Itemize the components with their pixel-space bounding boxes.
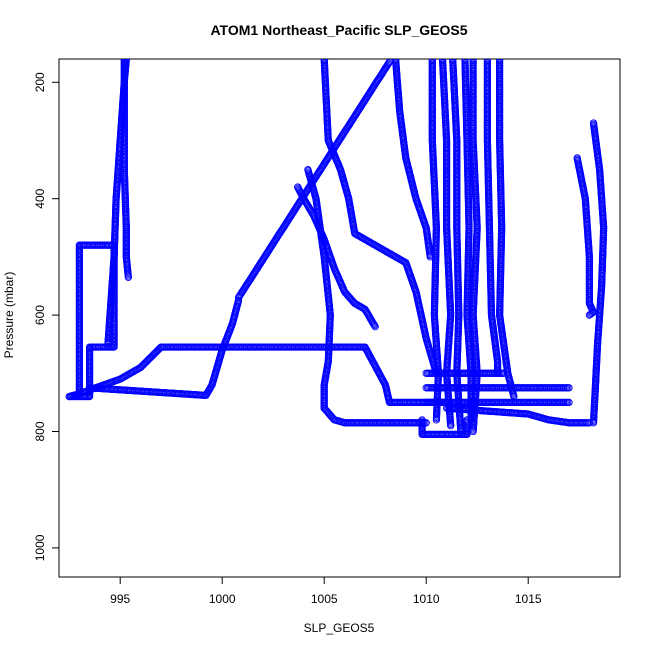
series-4: [75, 343, 451, 407]
series-5: [85, 296, 243, 400]
y-tick-label: 1000: [33, 534, 47, 561]
y-tick-label: 200: [33, 72, 47, 92]
data-point: [463, 416, 471, 424]
series-1: [65, 241, 118, 401]
data-point: [370, 320, 378, 329]
y-tick-label: 800: [33, 421, 47, 441]
data-point: [65, 392, 73, 401]
chart-title: ATOM1 Northeast_Pacific SLP_GEOS5: [210, 22, 467, 38]
data-point: [432, 416, 441, 424]
x-tick-label: 995: [110, 592, 130, 606]
data-point: [385, 59, 393, 67]
series-21: [422, 384, 573, 392]
x-tick-label: 1005: [311, 592, 338, 606]
series-25: [573, 154, 598, 319]
y-axis-label: Pressure (mbar): [2, 272, 16, 359]
x-axis-label: SLP_GEOS5: [304, 621, 375, 635]
y-axis: 200 400 600 800 1000: [33, 72, 60, 561]
y-tick-label: 600: [33, 305, 47, 325]
y-tick-label: 400: [33, 188, 47, 208]
series-9: [320, 404, 430, 427]
series-7: [294, 183, 379, 331]
data-point: [370, 321, 379, 330]
data-point: [384, 60, 392, 68]
series-15: [449, 59, 465, 436]
data-point: [149, 351, 157, 360]
series-8: [304, 165, 334, 412]
series-3: [120, 59, 133, 281]
data-point: [124, 273, 133, 281]
data-point: [122, 59, 130, 63]
series-22: [422, 398, 573, 407]
series-14: [438, 59, 455, 430]
data-point: [371, 323, 379, 331]
series-11: [391, 59, 434, 261]
x-tick-label: 1015: [515, 592, 542, 606]
x-tick-label: 1000: [209, 592, 236, 606]
x-tick-label: 1010: [413, 592, 440, 606]
data-point: [234, 296, 243, 305]
series-13: [428, 59, 443, 424]
x-axis: 995 1000 1005 1010 1015: [110, 576, 542, 606]
data-point: [329, 415, 338, 423]
data-series-layer: [65, 59, 608, 439]
series-10: [320, 59, 441, 377]
data-point: [152, 348, 161, 356]
series-20: [422, 369, 508, 377]
